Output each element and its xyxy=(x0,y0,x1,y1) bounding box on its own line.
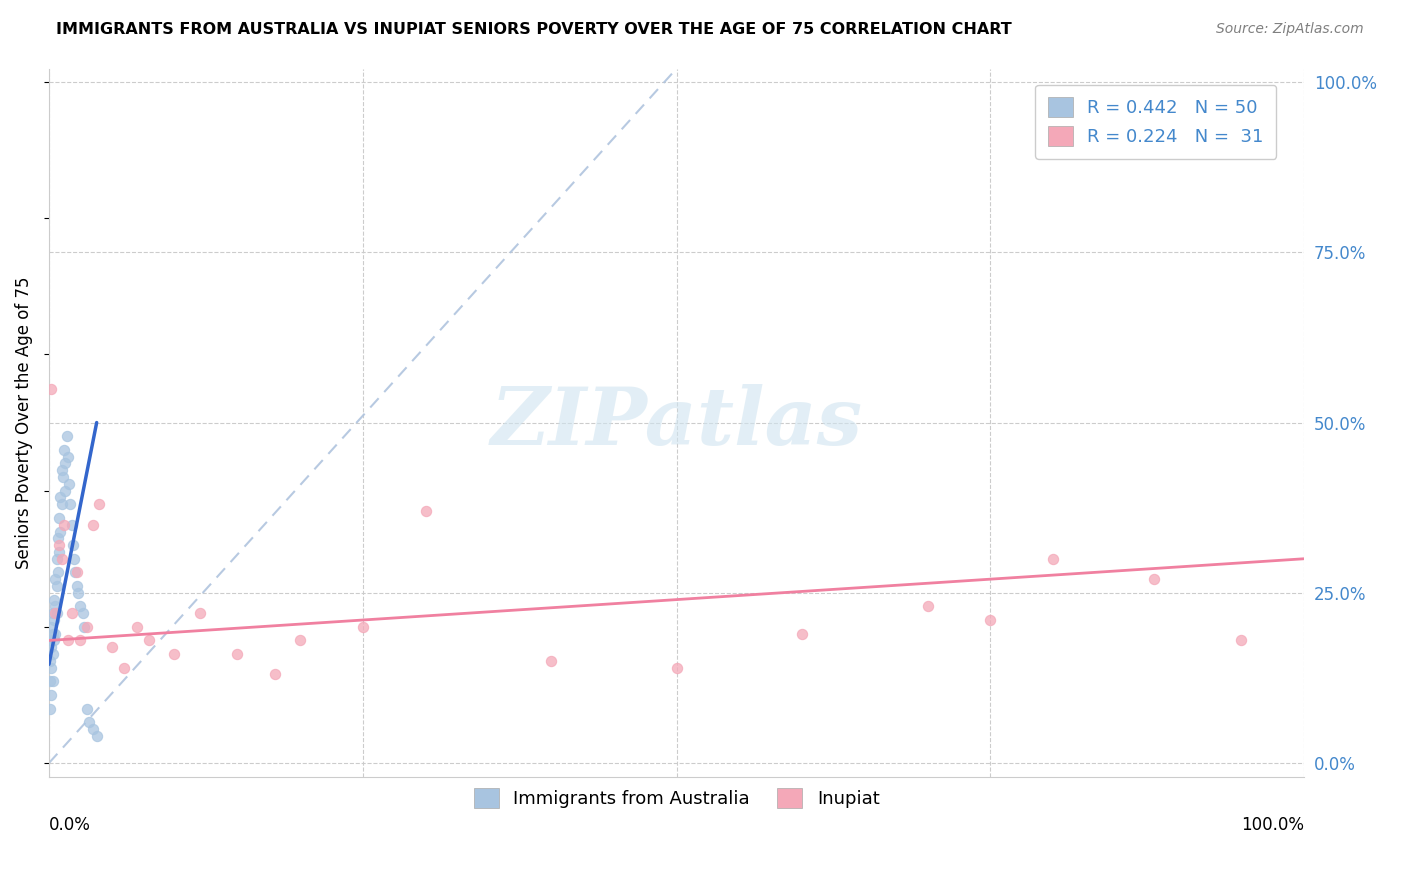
Point xyxy=(89,497,111,511)
Point xyxy=(60,606,83,620)
Point xyxy=(58,476,80,491)
Point xyxy=(62,538,84,552)
Point xyxy=(1042,551,1064,566)
Point xyxy=(82,517,104,532)
Point xyxy=(39,674,62,689)
Point xyxy=(56,633,79,648)
Point xyxy=(138,633,160,648)
Point xyxy=(48,538,70,552)
Point xyxy=(39,701,62,715)
Text: IMMIGRANTS FROM AUSTRALIA VS INUPIAT SENIORS POVERTY OVER THE AGE OF 75 CORRELAT: IMMIGRANTS FROM AUSTRALIA VS INUPIAT SEN… xyxy=(56,22,1012,37)
Point xyxy=(82,722,104,736)
Point xyxy=(44,599,66,614)
Point xyxy=(55,429,77,443)
Text: Source: ZipAtlas.com: Source: ZipAtlas.com xyxy=(1216,22,1364,37)
Point xyxy=(51,551,73,566)
Point xyxy=(41,640,63,655)
Point xyxy=(53,483,76,498)
Point xyxy=(48,511,70,525)
Point xyxy=(41,620,63,634)
Point xyxy=(41,661,63,675)
Point xyxy=(665,661,688,675)
Point xyxy=(53,517,76,532)
Point xyxy=(39,654,62,668)
Point xyxy=(59,497,82,511)
Point xyxy=(44,606,66,620)
Point xyxy=(917,599,939,614)
Point xyxy=(65,566,87,580)
Point xyxy=(264,667,287,681)
Point xyxy=(540,654,562,668)
Point xyxy=(41,382,63,396)
Point xyxy=(1230,633,1253,648)
Point xyxy=(65,566,87,580)
Point xyxy=(42,647,65,661)
Point xyxy=(415,504,437,518)
Point xyxy=(41,688,63,702)
Point xyxy=(46,566,69,580)
Point xyxy=(163,647,186,661)
Point xyxy=(112,661,135,675)
Point xyxy=(44,572,66,586)
Point xyxy=(42,592,65,607)
Point xyxy=(42,626,65,640)
Point xyxy=(76,701,98,715)
Point xyxy=(51,463,73,477)
Point xyxy=(77,715,100,730)
Point xyxy=(125,620,148,634)
Point xyxy=(76,620,98,634)
Point xyxy=(790,626,813,640)
Point xyxy=(69,633,91,648)
Point xyxy=(49,491,72,505)
Point xyxy=(63,551,86,566)
Y-axis label: Seniors Poverty Over the Age of 75: Seniors Poverty Over the Age of 75 xyxy=(15,277,32,569)
Point xyxy=(53,442,76,457)
Point xyxy=(73,620,96,634)
Legend: Immigrants from Australia, Inupiat: Immigrants from Australia, Inupiat xyxy=(461,775,893,821)
Point xyxy=(52,470,75,484)
Point xyxy=(42,606,65,620)
Text: 100.0%: 100.0% xyxy=(1241,815,1305,833)
Point xyxy=(56,450,79,464)
Point xyxy=(46,531,69,545)
Point xyxy=(51,497,73,511)
Point xyxy=(42,633,65,648)
Point xyxy=(86,729,108,743)
Point xyxy=(288,633,311,648)
Point xyxy=(48,545,70,559)
Point xyxy=(69,599,91,614)
Text: 0.0%: 0.0% xyxy=(49,815,91,833)
Point xyxy=(60,517,83,532)
Point xyxy=(45,606,67,620)
Point xyxy=(45,551,67,566)
Text: ZIPatlas: ZIPatlas xyxy=(491,384,863,461)
Point xyxy=(226,647,249,661)
Point xyxy=(72,606,94,620)
Point xyxy=(39,633,62,648)
Point xyxy=(100,640,122,655)
Point xyxy=(188,606,211,620)
Point xyxy=(1142,572,1164,586)
Point xyxy=(65,579,87,593)
Point xyxy=(53,457,76,471)
Point xyxy=(45,579,67,593)
Point xyxy=(42,613,65,627)
Point xyxy=(42,674,65,689)
Point xyxy=(352,620,374,634)
Point xyxy=(44,626,66,640)
Point xyxy=(66,586,89,600)
Point xyxy=(979,613,1001,627)
Point xyxy=(49,524,72,539)
